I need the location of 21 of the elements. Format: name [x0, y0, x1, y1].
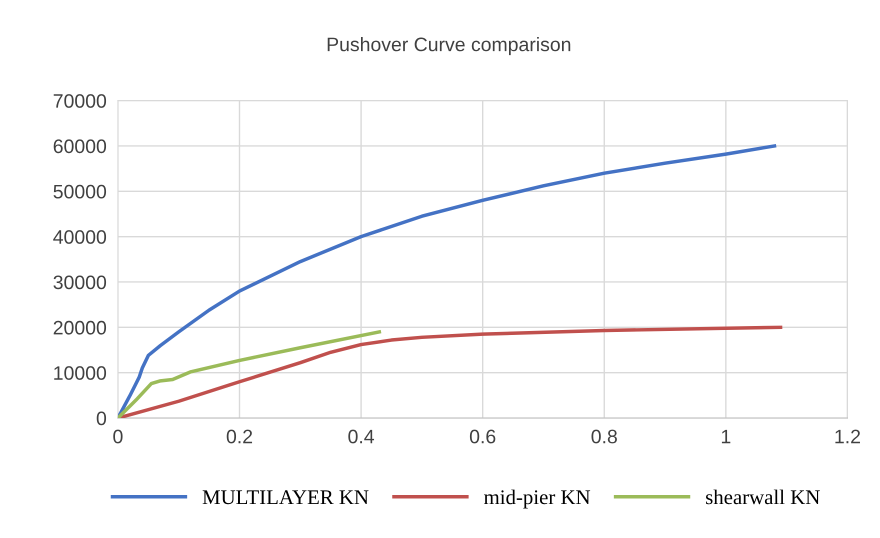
- x-tick-label: 0.4: [348, 430, 374, 444]
- y-tick-label: 70000: [54, 94, 106, 108]
- line-series: [118, 326, 782, 418]
- y-tick-label: 20000: [54, 320, 106, 335]
- x-tick-label: 1: [722, 430, 730, 444]
- legend-label: shearwall KN: [706, 490, 820, 504]
- legend-label: mid-pier KN: [484, 490, 590, 508]
- x-tick-label: 0.8: [592, 430, 617, 444]
- y-tick-label: 60000: [54, 139, 106, 154]
- y-tick-label: 50000: [54, 184, 106, 199]
- y-tick-label: 0: [96, 411, 106, 426]
- y-tick-label: 40000: [53, 230, 106, 244]
- x-tick-label: 0.2: [226, 430, 252, 444]
- line-series: [118, 330, 382, 418]
- x-tick-label: 1.2: [835, 430, 860, 444]
- x-tick-label: 0: [113, 430, 123, 444]
- legend-label: MULTILAYER KN: [202, 490, 368, 504]
- chart-title: Pushover Curve comparison: [328, 37, 570, 56]
- x-tick-label: 0.6: [470, 430, 496, 444]
- y-tick-label: 30000: [53, 275, 106, 290]
- y-tick-label: 10000: [54, 366, 106, 380]
